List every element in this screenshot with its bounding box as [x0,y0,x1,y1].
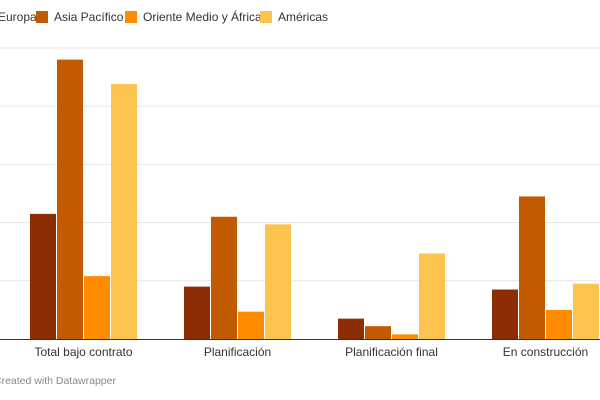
x-tick-label: Planificación [204,345,271,359]
legend-label: Oriente Medio y África [143,9,262,24]
bar [184,286,210,339]
legend-label: Américas [278,10,328,24]
legend-swatch [36,11,48,23]
legend-swatch [125,11,137,23]
gridlines [0,47,600,282]
bar [30,213,56,339]
bar [265,224,291,339]
legend-item: Asia Pacífico [36,10,124,24]
bar [419,253,445,339]
bar [519,196,545,339]
bar [211,216,237,339]
legend-item: Américas [260,10,328,24]
bar [492,289,518,339]
x-axis-labels: Total bajo contrato Planificación Planific… [34,345,588,359]
legend-swatch [260,11,272,23]
legend-item: Europa [0,10,37,24]
legend-label: Europa [0,10,37,24]
bars [30,59,599,339]
footer-credit: Created with Datawrapper [0,375,116,387]
bar [365,326,391,339]
bar [57,59,83,339]
bar [111,84,137,339]
bar [238,311,264,339]
bar [573,283,599,339]
bar [392,334,418,339]
bar [84,276,110,339]
legend-label: Asia Pacífico [54,10,124,24]
x-tick-label: En construcción [503,345,588,359]
x-tick-label: Planificación final [345,345,438,359]
x-tick-label: Total bajo contrato [34,345,132,359]
bar [546,309,572,339]
legend-item: Oriente Medio y África [125,9,262,24]
bar [338,318,364,339]
legend: Europa Asia Pacífico Oriente Medio y Áfric… [0,9,328,24]
